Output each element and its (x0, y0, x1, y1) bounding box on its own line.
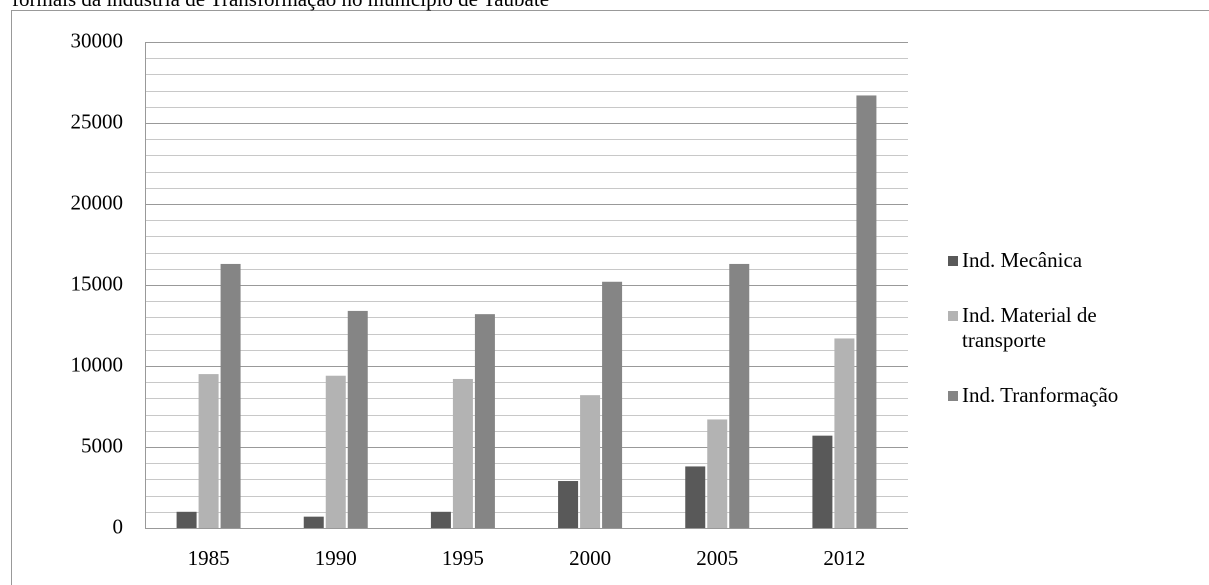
legend-swatch (948, 256, 958, 266)
bar (834, 338, 855, 528)
chart-title: formais da indústria de Transformação no… (12, 0, 549, 11)
bar (176, 511, 197, 528)
x-tick-label: 1990 (315, 546, 357, 570)
bar (602, 281, 623, 528)
y-tick-label: 10000 (71, 352, 124, 376)
x-tick-label: 2012 (823, 546, 865, 570)
bar (452, 378, 473, 528)
bar (812, 435, 833, 528)
y-tick-label: 30000 (71, 28, 124, 52)
bar (198, 374, 219, 528)
bar (430, 511, 451, 528)
bar (558, 481, 579, 528)
x-tick-label: 1995 (442, 546, 484, 570)
bar (729, 263, 750, 528)
bar (580, 395, 601, 528)
bar (707, 419, 728, 528)
bar (685, 466, 706, 528)
x-tick-label: 2000 (569, 546, 611, 570)
legend-item: Ind. Mecânica (948, 248, 1178, 273)
y-tick-label: 25000 (71, 109, 124, 133)
bar (325, 375, 346, 528)
y-tick-label: 5000 (81, 433, 123, 457)
x-tick-label: 1985 (188, 546, 230, 570)
bar (220, 263, 241, 528)
bar (856, 95, 877, 529)
bar (474, 314, 495, 528)
y-tick-label: 15000 (71, 271, 124, 295)
x-tick-label: 2005 (696, 546, 738, 570)
legend-item: Ind. Tranformação (948, 383, 1178, 408)
legend-label: Ind. Mecânica (962, 248, 1083, 272)
legend-swatch (948, 311, 958, 321)
bar (347, 310, 368, 528)
legend-item: Ind. Material de transporte (948, 303, 1178, 353)
legend-swatch (948, 391, 958, 401)
legend: Ind. Mecânica Ind. Material de transporte… (948, 248, 1178, 438)
legend-label: Ind. Material de transporte (962, 303, 1097, 352)
y-tick-label: 0 (113, 514, 124, 538)
y-tick-label: 20000 (71, 190, 124, 214)
legend-label: Ind. Tranformação (962, 383, 1119, 407)
bar (303, 516, 324, 528)
